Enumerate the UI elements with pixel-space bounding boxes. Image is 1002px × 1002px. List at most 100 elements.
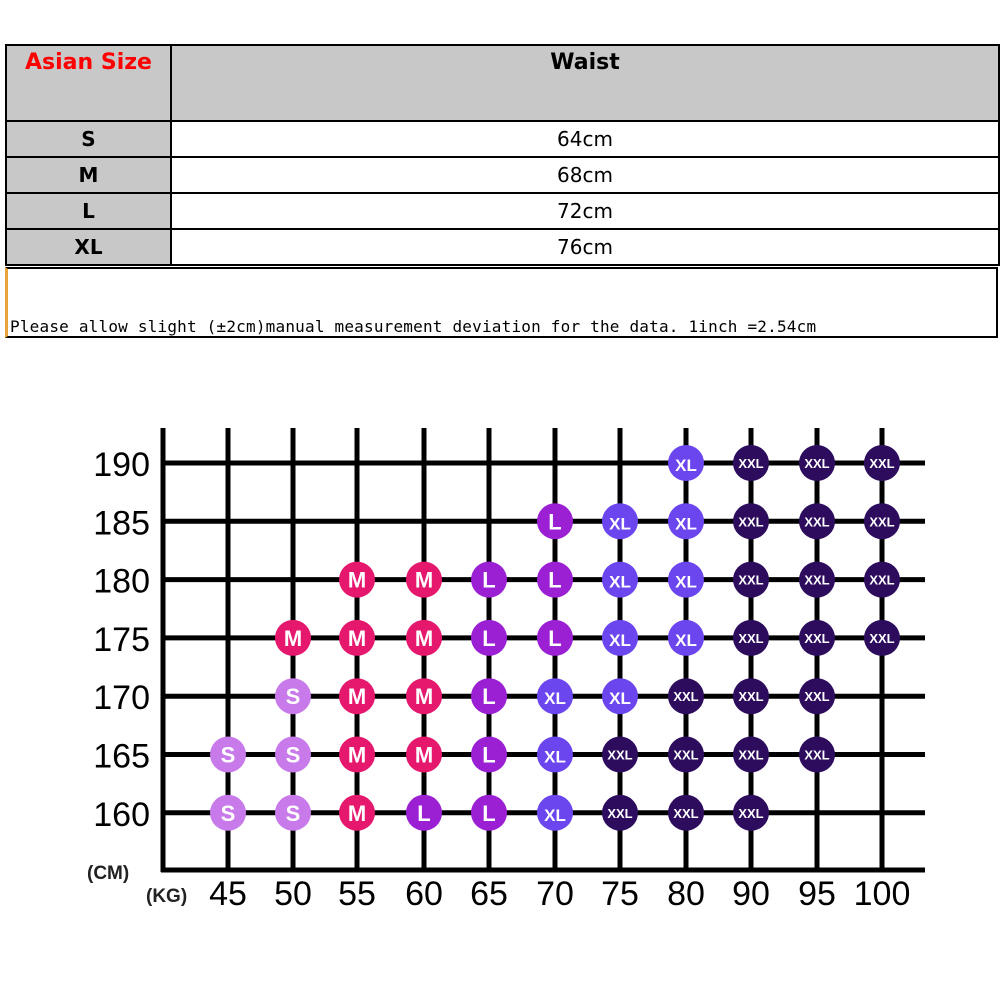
weight-label: 100 bbox=[854, 875, 911, 913]
size-label: M bbox=[415, 626, 433, 651]
size-dot bbox=[275, 619, 311, 656]
size-label: XXL bbox=[738, 573, 763, 588]
size-dot bbox=[339, 678, 375, 715]
size-label: L bbox=[482, 801, 495, 826]
size-cell: L bbox=[5, 192, 172, 230]
size-dot bbox=[339, 561, 375, 598]
size-dot bbox=[471, 561, 507, 598]
size-label: M bbox=[348, 626, 366, 651]
size-label: XXL bbox=[804, 689, 829, 704]
weight-label: 45 bbox=[209, 875, 247, 913]
size-label: M bbox=[348, 801, 366, 826]
size-dot bbox=[406, 736, 442, 773]
size-label: XXL bbox=[673, 806, 698, 821]
size-label: L bbox=[417, 801, 430, 826]
size-label: XL bbox=[544, 806, 566, 825]
size-label: XXL bbox=[804, 631, 829, 646]
size-dot bbox=[275, 678, 311, 715]
weight-label: 65 bbox=[470, 875, 508, 913]
size-label: L bbox=[482, 684, 495, 709]
size-dot bbox=[406, 561, 442, 598]
header-cell: Asian Size bbox=[5, 44, 172, 122]
size-dot bbox=[602, 794, 638, 831]
weight-label: 60 bbox=[405, 875, 443, 913]
size-label: XXL bbox=[738, 631, 763, 646]
size-dot bbox=[733, 445, 769, 481]
size-label: M bbox=[348, 743, 366, 768]
header-cell: Waist bbox=[170, 44, 1000, 122]
size-label: M bbox=[348, 568, 366, 593]
size-dot bbox=[471, 794, 507, 831]
size-label: XL bbox=[675, 631, 697, 650]
size-dot bbox=[602, 736, 638, 773]
size-dot bbox=[210, 794, 246, 831]
size-label: L bbox=[548, 626, 561, 651]
waist-cell: 76cm bbox=[170, 228, 1000, 266]
size-label: XL bbox=[675, 514, 697, 533]
size-cell: S bbox=[5, 120, 172, 158]
size-label: S bbox=[221, 743, 236, 768]
size-dot bbox=[668, 794, 704, 831]
size-dot bbox=[799, 678, 835, 715]
size-dot bbox=[864, 503, 900, 540]
size-dot bbox=[799, 503, 835, 540]
size-dot bbox=[537, 794, 573, 831]
size-label: XL bbox=[544, 689, 566, 708]
size-label: XXL bbox=[673, 748, 698, 763]
size-dot bbox=[406, 794, 442, 831]
size-label: XXL bbox=[738, 456, 763, 471]
size-label: XL bbox=[675, 456, 697, 475]
size-cell: M bbox=[5, 156, 172, 194]
row: XL 76cm bbox=[5, 228, 1000, 266]
height-label: 185 bbox=[93, 504, 150, 542]
size-label: M bbox=[415, 568, 433, 593]
waist-cell: 68cm bbox=[170, 156, 1000, 194]
size-dot bbox=[537, 736, 573, 773]
size-dot bbox=[602, 619, 638, 656]
size-label: S bbox=[221, 801, 236, 826]
size-label: XL bbox=[609, 689, 631, 708]
size-label: XXL bbox=[804, 573, 829, 588]
size-label: XXL bbox=[607, 748, 632, 763]
size-dot bbox=[537, 619, 573, 656]
header-row: Asian Size Waist bbox=[5, 44, 1000, 122]
weight-label: 50 bbox=[274, 875, 312, 913]
weight-label: 95 bbox=[798, 875, 836, 913]
note-box: Please allow slight (±2cm)manual measure… bbox=[5, 267, 998, 338]
size-dot bbox=[799, 736, 835, 773]
size-label: XL bbox=[675, 573, 697, 592]
size-label: M bbox=[415, 684, 433, 709]
size-label: XXL bbox=[738, 748, 763, 763]
row: S 64cm bbox=[5, 120, 1000, 158]
size-dot bbox=[471, 736, 507, 773]
size-label: M bbox=[284, 626, 302, 651]
size-dot bbox=[864, 561, 900, 598]
height-unit: (CM) bbox=[87, 863, 129, 884]
size-dot bbox=[471, 619, 507, 656]
size-label: XXL bbox=[738, 689, 763, 704]
size-dot bbox=[799, 619, 835, 656]
height-label: 175 bbox=[93, 621, 150, 659]
size-label: M bbox=[415, 743, 433, 768]
size-label: M bbox=[348, 684, 366, 709]
size-dot bbox=[668, 503, 704, 540]
size-dot bbox=[210, 736, 246, 773]
size-label: L bbox=[548, 568, 561, 593]
size-dot bbox=[406, 619, 442, 656]
size-dot bbox=[602, 561, 638, 598]
weight-label: 80 bbox=[667, 875, 705, 913]
weight-label: 75 bbox=[601, 875, 639, 913]
size-dot bbox=[668, 445, 704, 481]
size-dot bbox=[799, 445, 835, 481]
size-dot bbox=[275, 736, 311, 773]
height-label: 160 bbox=[93, 796, 150, 834]
size-dot bbox=[339, 736, 375, 773]
size-dot bbox=[668, 561, 704, 598]
size-dot bbox=[602, 678, 638, 715]
size-dot bbox=[733, 794, 769, 831]
size-label: XXL bbox=[869, 631, 894, 646]
size-label: XL bbox=[609, 631, 631, 650]
size-dot bbox=[537, 503, 573, 540]
size-label: S bbox=[286, 743, 301, 768]
